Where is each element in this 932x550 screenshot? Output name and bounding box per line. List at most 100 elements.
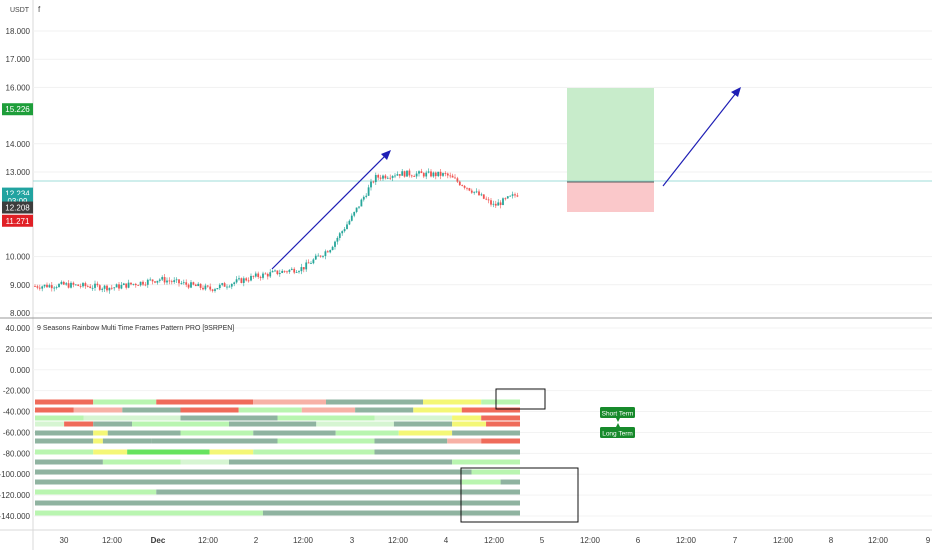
heatmap-cell	[35, 459, 103, 465]
heatmap-cell	[35, 489, 157, 495]
candle-body	[106, 285, 108, 291]
candle-body	[298, 271, 300, 273]
time-axis: 30 12:00 Dec 12:00 2 12:00 3 12:00 4 12:00 5 12:00 6…	[60, 536, 931, 545]
candle-body	[427, 171, 430, 173]
candle-body	[384, 175, 387, 179]
candle-body	[41, 286, 44, 289]
candle-body	[103, 285, 106, 289]
price-tag	[2, 201, 33, 214]
trend-arrow-2[interactable]	[662, 87, 741, 187]
candle-body	[348, 220, 351, 225]
candle-body	[511, 194, 514, 196]
candle-body	[46, 284, 48, 288]
time-axis-label: 12:00	[388, 536, 409, 545]
candle-body	[425, 172, 428, 177]
heatmap-cell	[486, 421, 520, 427]
price-tick-label: 14.000	[6, 140, 31, 149]
price-tick-label: 8.000	[10, 309, 31, 318]
candle-body	[514, 194, 516, 196]
candle-body	[235, 279, 238, 283]
heatmap-cell	[452, 421, 487, 427]
heatmap-cell	[93, 438, 103, 444]
heatmap-cell	[93, 430, 108, 436]
candle-body	[185, 282, 188, 285]
time-axis-label: 30	[60, 536, 69, 545]
heatmap-cell	[374, 449, 520, 455]
time-axis-label: 12:00	[293, 536, 314, 545]
candle-body	[264, 273, 267, 275]
heatmap-cell	[35, 421, 65, 427]
candle-body	[394, 175, 396, 177]
heatmap-cell	[253, 399, 326, 405]
indicator-tick-label: -140.000	[0, 512, 31, 521]
candle-body	[458, 181, 461, 186]
candle-body	[358, 206, 360, 208]
candle-body	[329, 250, 332, 253]
candle-body	[307, 262, 310, 264]
indicator-axis: 40.000 20.000 0.000 -20.000 -40.000 -60.000 -8…	[0, 324, 31, 521]
candle-body	[463, 185, 466, 188]
candle-body	[175, 279, 178, 281]
candle-body	[420, 171, 423, 174]
highlight-box-short[interactable]	[495, 388, 546, 410]
candle-body	[434, 172, 437, 177]
candle-body	[401, 171, 404, 176]
candle-body	[187, 284, 190, 288]
candle-body	[178, 279, 180, 284]
candle-body	[149, 279, 152, 281]
profit-zone[interactable]	[567, 88, 654, 182]
candle-body	[223, 283, 226, 287]
candle-body	[487, 199, 490, 201]
candle-body	[326, 251, 329, 253]
candle-body	[34, 286, 36, 288]
heatmap-cell	[461, 479, 501, 485]
candle-body	[206, 285, 209, 287]
candle-body	[451, 175, 454, 178]
candle-body	[403, 171, 406, 177]
candle-body	[341, 231, 344, 234]
heatmap-cell	[93, 421, 132, 427]
currency-label[interactable]: USDT	[10, 7, 30, 14]
candle-body	[173, 280, 176, 283]
indicator-title[interactable]: 9 Seasons Rainbow Multi Time Frames Patt…	[37, 325, 234, 332]
candle-body	[53, 287, 56, 289]
heatmap-cell	[229, 421, 317, 427]
heatmap-cell	[35, 510, 263, 516]
candle-body	[98, 285, 101, 290]
candle-body	[38, 287, 41, 289]
heatmap-cell	[262, 510, 520, 516]
candle-body	[288, 269, 291, 272]
time-axis-label: 12:00	[198, 536, 219, 545]
candle-body	[377, 174, 380, 178]
loss-zone[interactable]	[567, 182, 654, 212]
candle-body	[86, 286, 89, 287]
candle-body	[324, 251, 327, 257]
candle-body	[72, 282, 75, 285]
short-term-label[interactable]: Short Term	[600, 407, 635, 422]
candle-body	[163, 277, 166, 283]
candle-body	[262, 273, 264, 278]
price-tick-label: 10.000	[6, 253, 31, 262]
long-term-label[interactable]: Long Term	[600, 423, 635, 438]
heatmap-cell	[326, 399, 423, 405]
heatmap-cell	[35, 479, 462, 485]
price-tick-label: 9.000	[10, 281, 31, 290]
heatmap-cell	[277, 438, 375, 444]
menu-letter[interactable]: f	[38, 5, 41, 14]
candle-body	[70, 282, 72, 288]
candle-body	[170, 281, 173, 283]
candle-body	[67, 283, 70, 288]
candle-body	[422, 173, 425, 177]
candle-body	[278, 273, 281, 275]
candle-body	[317, 255, 320, 257]
heatmap-cell	[393, 421, 453, 427]
candle-body	[120, 284, 123, 289]
time-axis-label: 4	[444, 536, 449, 545]
highlight-box-long[interactable]	[460, 467, 579, 523]
indicator-tick-label: -120.000	[0, 491, 31, 500]
heatmap-cell	[277, 415, 375, 421]
trend-arrow-1[interactable]	[271, 150, 391, 270]
candle-body	[300, 267, 303, 272]
indicator-tick-label: -80.000	[3, 449, 31, 458]
